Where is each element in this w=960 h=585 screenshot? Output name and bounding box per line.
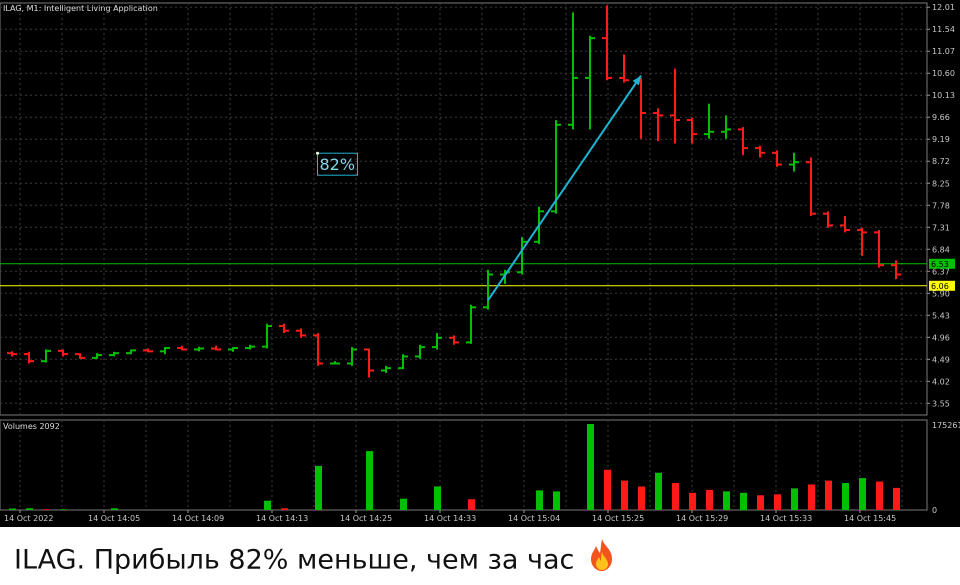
- volume-bar: [536, 490, 543, 510]
- volume-bar: [111, 508, 118, 510]
- volume-bar: [621, 480, 628, 510]
- y-tick-label: 7.31: [932, 223, 950, 232]
- volume-bar: [689, 492, 696, 510]
- volume-bar: [842, 483, 849, 510]
- volume-bar: [740, 492, 747, 510]
- volume-max-label: 175261: [932, 421, 960, 430]
- y-tick-label: 11.07: [932, 47, 955, 56]
- price-level-tag: [929, 258, 955, 269]
- y-tick-label: 9.66: [932, 113, 950, 122]
- annotation-label: 82%: [320, 155, 356, 174]
- volume-bar: [434, 486, 441, 510]
- volume-bar: [774, 494, 781, 510]
- volume-panel-frame: [0, 419, 928, 511]
- y-tick-label: 4.96: [932, 333, 950, 342]
- annotation-box: [317, 152, 358, 176]
- volume-bar: [638, 486, 645, 510]
- volume-zero-label: 0: [932, 506, 937, 515]
- y-tick-label: 8.25: [932, 179, 950, 188]
- x-tick-label: 14 Oct 15:33: [760, 514, 812, 523]
- volume-bar: [876, 481, 883, 510]
- volume-bar: [859, 478, 866, 510]
- volume-bar: [604, 469, 611, 510]
- x-tick-label: 14 Oct 15:29: [676, 514, 728, 523]
- y-tick-label: 12.01: [932, 3, 955, 12]
- y-tick-label: 10.13: [932, 91, 955, 100]
- y-tick-label: 6.84: [932, 245, 950, 254]
- x-tick-label: 14 Oct 15:04: [508, 514, 560, 523]
- volume-bar: [825, 480, 832, 510]
- volume-bar: [587, 424, 594, 510]
- volume-bar: [400, 498, 407, 510]
- volume-bar: [808, 484, 815, 510]
- y-tick-label: 10.60: [932, 69, 955, 78]
- volume-bar: [9, 508, 16, 510]
- y-tick-label: 6.37: [932, 267, 950, 276]
- x-tick-label: 14 Oct 14:33: [424, 514, 476, 523]
- caption-text: ILAG. Прибыль 82% меньше, чем за час: [14, 544, 575, 576]
- x-tick-label: 14 Oct 15:25: [592, 514, 644, 523]
- volume-bar: [706, 489, 713, 510]
- price-level-label: 6.06: [931, 282, 949, 291]
- trend-arrow-line: [487, 75, 642, 301]
- x-tick-label: 14 Oct 14:05: [88, 514, 140, 523]
- volume-bar: [893, 487, 900, 510]
- y-tick-label: 9.19: [932, 135, 950, 144]
- volume-bar: [553, 491, 560, 510]
- price-level-tag: [929, 280, 955, 291]
- y-tick-label: 5.43: [932, 311, 950, 320]
- fire-icon: [587, 538, 617, 584]
- price-level-label: 6.53: [931, 260, 949, 269]
- volume-bar: [60, 509, 67, 510]
- x-tick-label: 14 Oct 15:45: [844, 514, 896, 523]
- x-tick-label: 14 Oct 2022: [4, 514, 53, 523]
- y-tick-label: 4.49: [932, 355, 950, 364]
- trend-arrow-head: [632, 75, 641, 86]
- y-tick-label: 3.55: [932, 399, 950, 408]
- x-tick-label: 14 Oct 14:13: [256, 514, 308, 523]
- volume-bar: [264, 500, 271, 510]
- volume-bar: [26, 508, 33, 510]
- y-tick-label: 7.78: [932, 201, 950, 210]
- post-caption: ILAG. Прибыль 82% меньше, чем за час: [14, 538, 950, 578]
- volume-bar: [757, 495, 764, 510]
- chart-title: ILAG, M1: Intelligent Living Application: [3, 4, 158, 13]
- volume-bar: [791, 488, 798, 510]
- volume-title: Volumes 2092: [3, 422, 60, 431]
- y-tick-label: 4.02: [932, 377, 950, 386]
- y-tick-label: 8.72: [932, 157, 950, 166]
- volume-bar: [281, 508, 288, 510]
- volume-bar: [315, 465, 322, 510]
- price-panel-frame: [0, 2, 928, 416]
- volume-bar: [672, 483, 679, 510]
- trading-chart: 12.01 11.54 11.07 10.60 10.13 9.66 9.19 8.72 8.2…: [0, 0, 960, 527]
- volume-bar: [468, 499, 475, 510]
- volume-bar: [43, 509, 50, 510]
- x-tick-label: 14 Oct 14:09: [172, 514, 224, 523]
- y-tick-label: 5.90: [932, 289, 950, 298]
- x-tick-label: 14 Oct 14:25: [340, 514, 392, 523]
- y-tick-label: 11.54: [932, 25, 955, 34]
- volume-bar: [655, 472, 662, 510]
- volume-bar: [366, 451, 373, 510]
- chart-svg: 12.01 11.54 11.07 10.60 10.13 9.66 9.19 8.72 8.2…: [0, 2, 960, 523]
- volume-bar: [723, 491, 730, 510]
- annotation-anchor: [316, 151, 319, 155]
